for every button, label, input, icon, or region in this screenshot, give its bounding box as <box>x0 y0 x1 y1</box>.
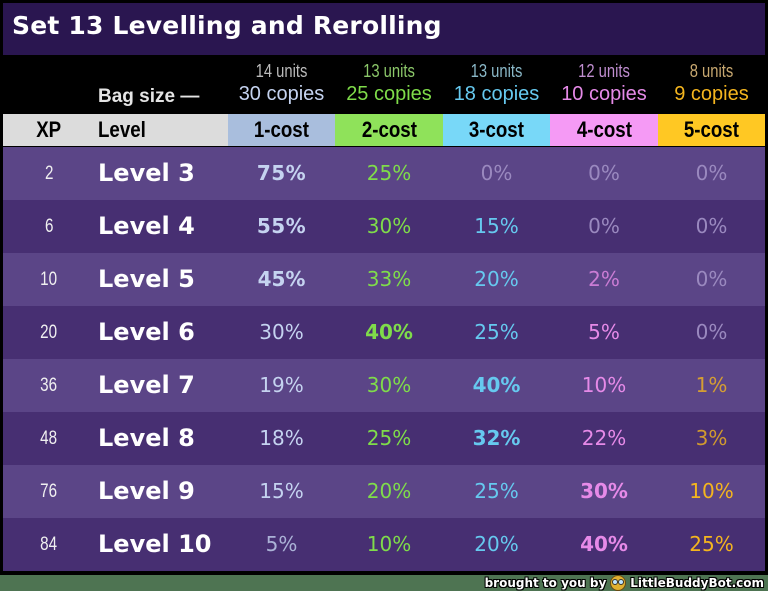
xp-cell: 76 <box>40 481 58 502</box>
header-5-cost: 5-cost <box>658 114 765 146</box>
odds-cell-4-cost: 22% <box>581 426 627 450</box>
table-row: 6 Level 4 55% 30% 15% 0% 0% <box>3 200 765 253</box>
header-1-cost: 1-cost <box>228 114 335 146</box>
odds-cell-1-cost: 15% <box>259 479 304 503</box>
odds-cell-2-cost: 25% <box>366 161 412 185</box>
level-cell: Level 4 <box>98 212 195 240</box>
xp-cell: 20 <box>40 322 58 343</box>
odds-cell-5-cost: 0% <box>695 320 728 344</box>
copies-count: 30 copies <box>238 83 325 105</box>
level-cell: Level 3 <box>98 159 195 187</box>
xp-cell: 84 <box>40 534 58 555</box>
odds-cell-2-cost: 20% <box>366 479 412 503</box>
table-row: 36 Level 7 19% 30% 40% 10% 1% <box>3 359 765 412</box>
odds-cell-3-cost: 20% <box>474 267 519 291</box>
units-count: 12 units <box>578 61 630 81</box>
copies-count: 10 copies <box>561 83 647 105</box>
odds-cell-1-cost: 30% <box>259 320 304 344</box>
buddy-bot-icon <box>610 575 627 591</box>
odds-cell-4-cost: 40% <box>580 532 628 556</box>
units-count: 13 units <box>470 61 523 81</box>
odds-cell-5-cost: 0% <box>695 267 728 291</box>
odds-cell-4-cost: 2% <box>588 267 620 291</box>
level-cell: Level 5 <box>98 265 195 293</box>
odds-cell-2-cost: 33% <box>366 267 412 291</box>
copies-count: 18 copies <box>453 83 540 105</box>
table-row: 48 Level 8 18% 25% 32% 22% 3% <box>3 412 765 465</box>
odds-cell-1-cost: 18% <box>259 426 304 450</box>
level-cell: Level 9 <box>98 477 195 505</box>
header-level: Level <box>98 117 146 142</box>
table-row: 76 Level 9 15% 20% 25% 30% 10% <box>3 465 765 518</box>
odds-cell-3-cost: 32% <box>472 426 521 450</box>
odds-cell-4-cost: 5% <box>588 320 620 344</box>
level-cell: Level 6 <box>98 318 195 346</box>
header-3-cost: 3-cost <box>443 114 550 146</box>
units-count: 14 units <box>255 61 308 81</box>
odds-cell-2-cost: 40% <box>365 320 413 344</box>
odds-cell-5-cost: 1% <box>695 373 728 397</box>
odds-cell-5-cost: 10% <box>689 479 734 503</box>
copies-count: 9 copies <box>674 83 749 105</box>
odds-cell-1-cost: 5% <box>265 532 298 556</box>
odds-cell-2-cost: 30% <box>366 214 412 238</box>
table-row: 20 Level 6 30% 40% 25% 5% 0% <box>3 306 765 359</box>
odds-cell-1-cost: 55% <box>256 214 307 238</box>
xp-cell: 48 <box>40 428 58 449</box>
table-row: 10 Level 5 45% 33% 20% 2% 0% <box>3 253 765 306</box>
chart-title: Set 13 Levelling and Rerolling <box>12 11 442 40</box>
xp-cell: 6 <box>44 216 54 237</box>
odds-cell-2-cost: 25% <box>366 426 412 450</box>
xp-cell: 10 <box>40 269 58 290</box>
header-2-cost: 2-cost <box>335 114 443 146</box>
bag-size-2-cost: 13 units 25 copies <box>335 60 443 106</box>
bag-size-label: Bag size — <box>98 86 200 107</box>
level-cell: Level 8 <box>98 424 195 452</box>
bag-size-3-cost: 13 units 18 copies <box>443 60 550 106</box>
copies-count: 25 copies <box>346 83 432 105</box>
xp-cell: 36 <box>40 375 58 396</box>
odds-cell-5-cost: 3% <box>695 426 728 450</box>
level-cell: Level 7 <box>98 371 195 399</box>
odds-cell-3-cost: 20% <box>474 532 519 556</box>
units-count: 8 units <box>689 61 734 81</box>
odds-cell-4-cost: 0% <box>588 161 620 185</box>
table-row: 2 Level 3 75% 25% 0% 0% 0% <box>3 147 765 200</box>
footer-credit: brought to you by LittleBuddyBot.com <box>485 575 764 591</box>
table-row: 84 Level 10 5% 10% 20% 40% 25% <box>3 518 765 571</box>
odds-cell-4-cost: 0% <box>588 214 620 238</box>
level-cell: Level 10 <box>98 530 212 558</box>
header-xp: XP <box>36 117 62 142</box>
odds-cell-3-cost: 0% <box>480 161 513 185</box>
table-header: XP Level 1-cost 2-cost 3-cost 4-cost 5-c… <box>3 114 765 146</box>
units-count: 13 units <box>363 61 415 81</box>
odds-cell-1-cost: 19% <box>259 373 304 397</box>
odds-cell-1-cost: 75% <box>256 161 307 185</box>
header-4-cost: 4-cost <box>550 114 658 146</box>
odds-cell-5-cost: 0% <box>695 214 728 238</box>
odds-cell-4-cost: 10% <box>581 373 627 397</box>
bag-size-1-cost: 14 units 30 copies <box>228 60 335 106</box>
odds-cell-5-cost: 0% <box>695 161 728 185</box>
odds-cell-4-cost: 30% <box>580 479 628 503</box>
odds-cell-3-cost: 25% <box>474 479 519 503</box>
bag-size-area: Bag size — 14 units 30 copies 13 units 2… <box>0 56 768 114</box>
footer-prefix: brought to you by <box>484 576 607 590</box>
title-band: Set 13 Levelling and Rerolling <box>3 3 765 55</box>
xp-cell: 2 <box>44 163 54 184</box>
footer-brand-link[interactable]: LittleBuddyBot.com <box>630 576 764 590</box>
bag-size-5-cost: 8 units 9 copies <box>658 60 765 106</box>
chart-frame: Set 13 Levelling and Rerolling Bag size … <box>0 0 768 575</box>
odds-cell-3-cost: 40% <box>472 373 521 397</box>
odds-cell-2-cost: 10% <box>366 532 412 556</box>
odds-cell-2-cost: 30% <box>366 373 412 397</box>
bag-size-4-cost: 12 units 10 copies <box>550 60 658 106</box>
odds-cell-3-cost: 15% <box>474 214 519 238</box>
odds-cell-1-cost: 45% <box>257 267 306 291</box>
odds-cell-3-cost: 25% <box>474 320 519 344</box>
odds-cell-5-cost: 25% <box>689 532 734 556</box>
